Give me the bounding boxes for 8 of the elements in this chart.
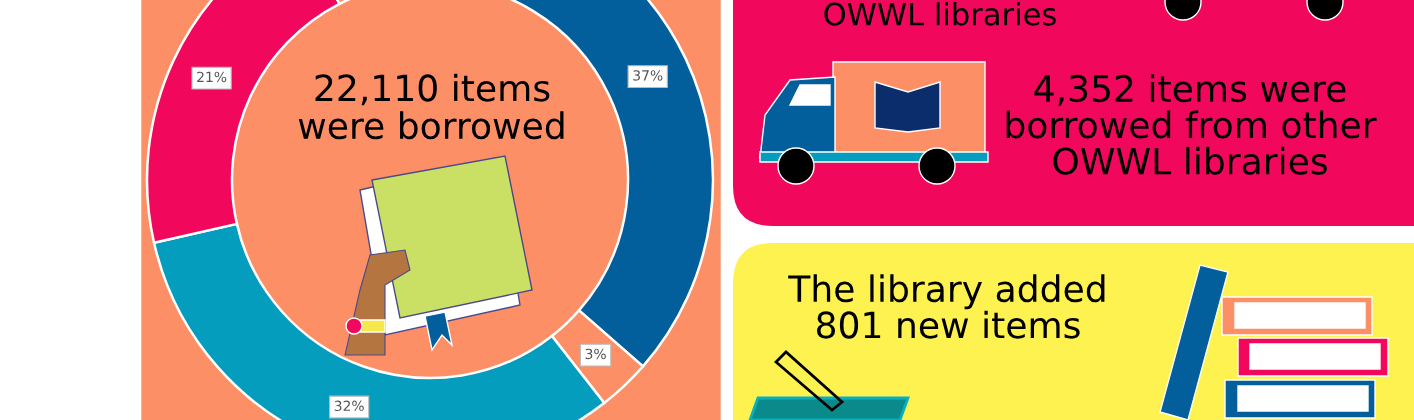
data-label: 37% (633, 70, 663, 81)
text: 22,110 items were borrowed (298, 73, 564, 140)
text: The library added 801 new items (788, 274, 1105, 339)
text: OWWL libraries (824, 2, 1056, 26)
data-label: 3% (585, 348, 606, 360)
data-label: 21% (197, 71, 227, 83)
text: 4,352 items were borrowed from other OWWL libraries (1006, 74, 1377, 175)
data-label: 32% (334, 400, 364, 412)
